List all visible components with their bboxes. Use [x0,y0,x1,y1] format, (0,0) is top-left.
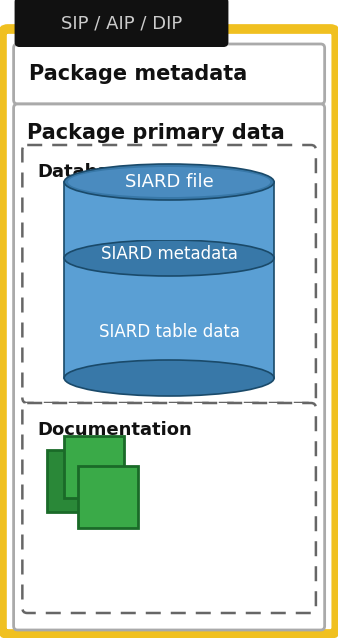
Text: Database: Database [37,163,132,181]
FancyBboxPatch shape [22,403,316,613]
FancyBboxPatch shape [15,0,228,47]
Ellipse shape [64,360,274,396]
Text: SIARD table data: SIARD table data [98,323,240,341]
Bar [64,240,274,276]
Text: SIARD file: SIARD file [125,173,214,191]
Bar [64,182,274,378]
Text: SIARD metadata: SIARD metadata [101,245,238,263]
Ellipse shape [64,240,274,276]
Ellipse shape [68,167,270,197]
Bar [47,450,107,512]
Bar [78,466,138,528]
Bar [64,436,125,498]
FancyBboxPatch shape [22,145,316,403]
FancyBboxPatch shape [14,44,325,104]
Text: Package metadata: Package metadata [29,64,247,84]
Text: SIP / AIP / DIP: SIP / AIP / DIP [61,14,182,32]
FancyBboxPatch shape [2,29,336,634]
FancyBboxPatch shape [14,104,325,630]
Text: Documentation: Documentation [37,421,192,439]
Text: Package primary data: Package primary data [27,123,285,143]
Bar [64,182,274,240]
Ellipse shape [64,164,274,200]
